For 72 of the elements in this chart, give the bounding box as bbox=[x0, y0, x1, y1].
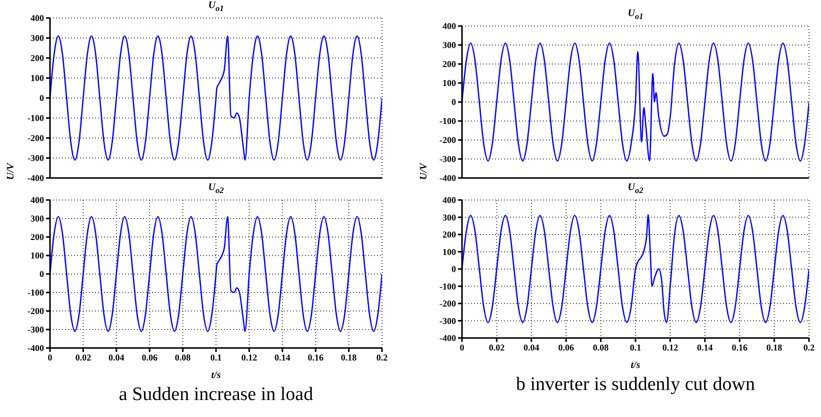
y-tick-label: -300 bbox=[440, 154, 456, 164]
y-tick-label: 200 bbox=[442, 230, 456, 240]
y-tick-label: 0 bbox=[40, 269, 44, 280]
y-tick-label: 400 bbox=[442, 21, 456, 32]
x-tick-label: 0 bbox=[460, 342, 465, 352]
y-tick-label: 400 bbox=[442, 195, 456, 206]
y-tick-label: 200 bbox=[30, 53, 44, 64]
x-tick-label: 0.08 bbox=[592, 342, 610, 352]
x-tick-label: 0.2 bbox=[376, 352, 388, 362]
y-tick-label: -100 bbox=[28, 113, 44, 124]
y-tick-label: 100 bbox=[442, 246, 456, 257]
x-tick-label: 0.12 bbox=[241, 352, 258, 362]
chart-title: U$_{o1}$ bbox=[626, 8, 644, 22]
x-tick-label: 0.02 bbox=[488, 342, 506, 352]
x-axis-title: t/s bbox=[211, 370, 221, 381]
y-tick-label: 300 bbox=[30, 33, 44, 44]
y-axis-title: U/V bbox=[6, 162, 16, 182]
chart-title: U$_{o1}$ bbox=[207, 0, 225, 14]
y-tick-label: -100 bbox=[28, 288, 44, 298]
y-tick-label: -100 bbox=[440, 116, 456, 126]
y-tick-label: -400 bbox=[28, 173, 44, 184]
x-tick-label: 0.02 bbox=[75, 352, 92, 362]
chart-title: U$_{o2}$ bbox=[626, 182, 644, 196]
y-tick-label: -200 bbox=[440, 135, 456, 146]
y-tick-label: -200 bbox=[440, 298, 456, 309]
y-tick-label: -200 bbox=[28, 306, 44, 316]
y-tick-label: 200 bbox=[30, 232, 44, 242]
x-tick-label: 0.14 bbox=[274, 352, 291, 362]
x-tick-label: 0 bbox=[48, 352, 53, 362]
y-tick-label: 0 bbox=[40, 93, 44, 104]
x-tick-label: 0.18 bbox=[340, 352, 358, 362]
x-tick-label: 0.06 bbox=[142, 352, 158, 362]
x-tick-label: 0.12 bbox=[662, 342, 679, 352]
x-tick-label: 0.1 bbox=[210, 352, 222, 362]
x-tick-label: 0.18 bbox=[766, 342, 783, 352]
y-tick-label: -300 bbox=[440, 316, 456, 326]
y-tick-label: 200 bbox=[442, 59, 456, 70]
y-tick-label: -300 bbox=[28, 153, 44, 164]
y-tick-label: 100 bbox=[30, 73, 44, 84]
line-series bbox=[50, 216, 382, 332]
line-series bbox=[462, 42, 809, 162]
x-tick-label: 0.04 bbox=[524, 342, 540, 352]
line-series bbox=[50, 35, 382, 161]
y-tick-label: -100 bbox=[440, 281, 456, 292]
y-tick-label: 0 bbox=[452, 264, 456, 274]
x-tick-label: 0.2 bbox=[803, 342, 816, 352]
y-tick-label: 300 bbox=[442, 40, 456, 50]
text: a Sudden increase in load bbox=[118, 384, 314, 406]
y-tick-label: 400 bbox=[30, 13, 44, 24]
y-tick-label: 100 bbox=[30, 250, 44, 261]
y-tick-label: 0 bbox=[452, 97, 456, 108]
y-tick-label: 100 bbox=[442, 78, 456, 88]
y-tick-label: -300 bbox=[28, 324, 44, 335]
y-tick-label: -200 bbox=[28, 133, 44, 144]
y-tick-label: -400 bbox=[28, 343, 44, 354]
y-axis-title: U/V bbox=[418, 162, 430, 182]
x-tick-label: 0.1 bbox=[630, 342, 642, 352]
x-tick-label: 0.16 bbox=[732, 342, 748, 352]
y-tick-label: 300 bbox=[442, 212, 456, 222]
y-tick-label: -400 bbox=[440, 173, 456, 184]
x-tick-label: 0.06 bbox=[558, 342, 574, 352]
line-series bbox=[462, 214, 809, 324]
chart-title: U$_{o2}$ bbox=[207, 182, 225, 196]
x-tick-label: 0.16 bbox=[308, 352, 324, 362]
y-tick-label: -400 bbox=[440, 333, 456, 344]
x-tick-label: 0.08 bbox=[174, 352, 192, 362]
text: b inverter is suddenly cut down bbox=[514, 374, 756, 396]
x-axis-title: t/s bbox=[630, 360, 640, 371]
x-tick-label: 0.04 bbox=[108, 352, 125, 362]
x-tick-label: 0.14 bbox=[697, 342, 714, 352]
y-tick-label: 400 bbox=[30, 195, 44, 206]
y-tick-label: 300 bbox=[30, 214, 44, 224]
